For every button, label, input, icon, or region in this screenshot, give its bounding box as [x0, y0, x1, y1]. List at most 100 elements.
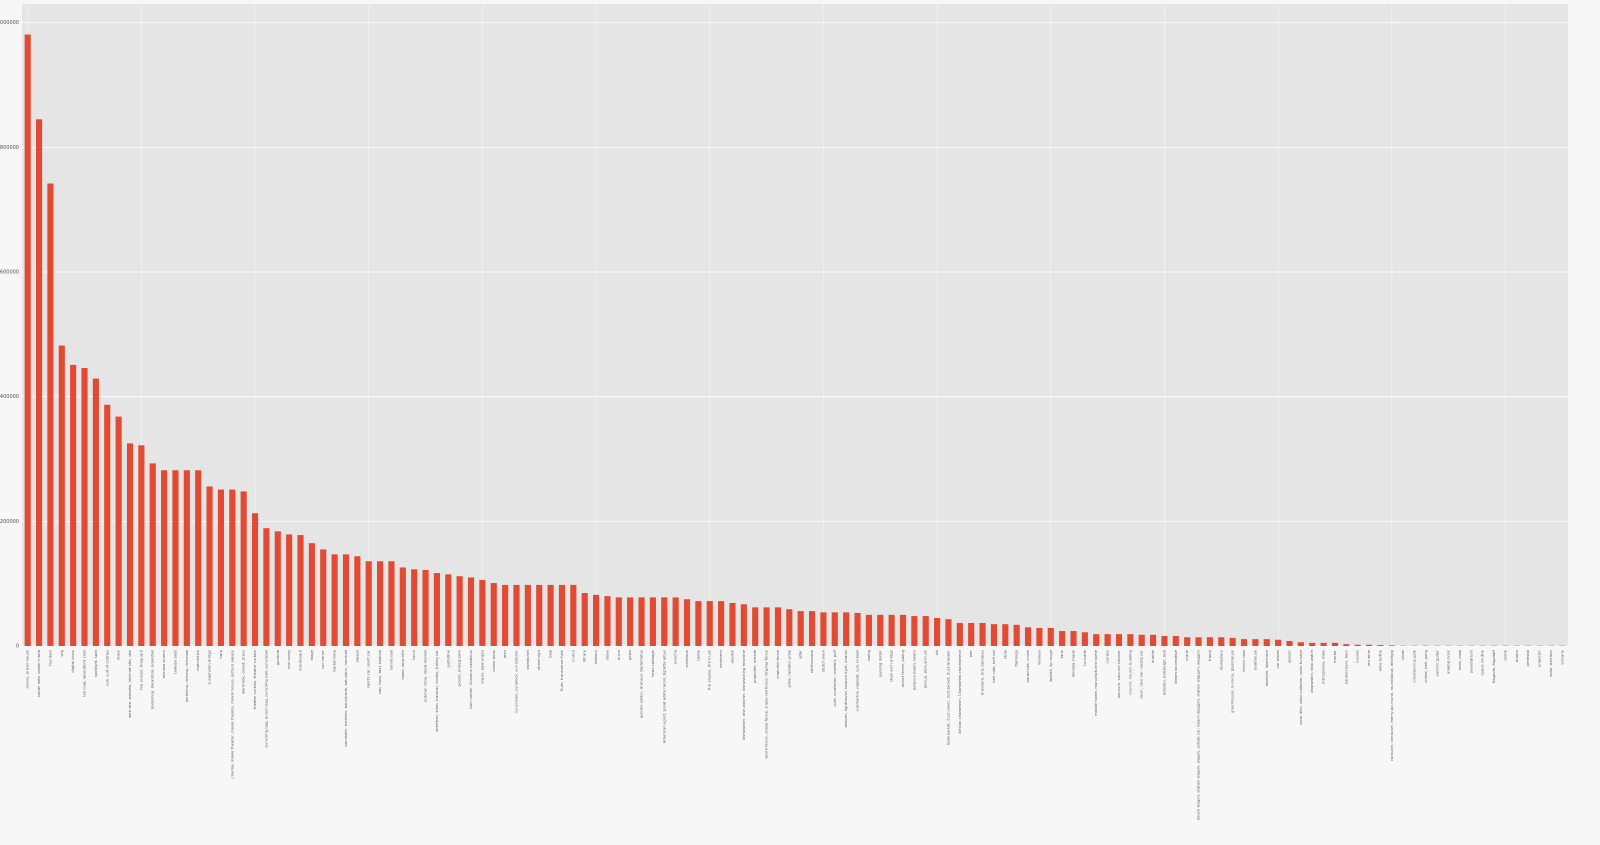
bar: [718, 601, 725, 646]
x-tick-label: maze, labyrinth: [400, 649, 405, 679]
x-tick-label: suit, suit of clothes: [104, 650, 109, 686]
x-tick-label: trench coat: [1241, 649, 1246, 671]
x-tick-label: library: [582, 649, 587, 662]
bar: [1115, 634, 1123, 646]
x-tick-label: hair spray: [286, 649, 291, 669]
x-tick-label: punching bag, punch bag, punching ball, …: [263, 650, 268, 747]
x-tick-label: bucket: [1355, 649, 1360, 662]
bar: [899, 614, 907, 646]
x-tick-label: sunscreen, sunblock, sun blocker: [513, 650, 518, 713]
bar: [865, 614, 872, 646]
bar: [161, 470, 168, 646]
x-tick-label: wardrobe, closet, press: [241, 650, 246, 694]
bar: [1286, 641, 1293, 646]
x-tick-label: stopwatch, stop watch: [1309, 649, 1314, 692]
bar: [513, 584, 520, 646]
x-tick-label: fire screen, fireguard: [138, 649, 143, 689]
bar: [922, 616, 929, 646]
x-tick-label: bobsled, bobsleigh, bob: [1161, 649, 1166, 695]
bar: [183, 470, 190, 646]
bar: [695, 601, 702, 646]
x-tick-label: worm fence, snake fence, snake-rail fenc…: [764, 649, 769, 758]
x-tick-label: sports car, sport car: [366, 650, 371, 689]
x-tick-label: stove: [604, 649, 609, 660]
y-tick-label: 800000: [0, 145, 19, 151]
bar: [1047, 627, 1054, 646]
x-tick-label: wig: [59, 649, 64, 656]
x-tick-label: book jacket, dust cover, dust jacket, du…: [945, 650, 950, 746]
x-tick-label: spider web, spider's web: [36, 649, 41, 697]
bar: [1138, 634, 1145, 646]
bar: [24, 34, 31, 646]
x-tick-label: matchstick: [195, 649, 200, 671]
x-tick-label: planetarium: [1468, 650, 1473, 673]
bar: [1172, 636, 1179, 646]
x-tick-label: flute, transverse flute: [559, 649, 564, 691]
x-tick-label: castle: [695, 649, 700, 661]
bar: [990, 624, 998, 646]
bar: [729, 602, 736, 646]
x-tick-label: chime, bell, gong: [1423, 649, 1428, 682]
bar: [911, 616, 918, 646]
x-tick-label: flagpole, flagstaff: [1491, 650, 1496, 684]
bar: [1331, 642, 1339, 646]
bar: [570, 584, 577, 646]
x-tick-label: drum: [616, 650, 621, 660]
x-tick-label: stethoscope: [809, 649, 814, 673]
x-tick-label: barbershop: [332, 649, 337, 671]
x-tick-label: carousel, carrousel, merry-go-round, rou…: [1389, 649, 1394, 761]
bar: [92, 378, 99, 646]
x-tick-label: ski: [934, 650, 939, 655]
bar: [229, 489, 236, 646]
x-tick-label: broom: [1514, 650, 1519, 663]
x-tick-label: vestment: [718, 649, 723, 667]
x-tick-label: quilt, comforter, comfort, puff: [832, 650, 837, 707]
bar: [81, 368, 88, 646]
bar: [1309, 642, 1316, 646]
x-tick-label: bow: [548, 650, 553, 658]
x-tick-label: grille, radiator grille: [786, 649, 791, 687]
x-tick-label: turnstile: [1082, 649, 1087, 665]
x-tick-label: fountain: [47, 649, 52, 665]
x-tick-label: window shade: [1071, 649, 1076, 677]
x-tick-label: bannister, banister, balustrade, baluste…: [343, 650, 348, 747]
x-tick-label: altar: [798, 650, 803, 659]
bar: [638, 597, 645, 646]
x-tick-label: tripod: [1207, 649, 1212, 661]
x-tick-label: boathouse: [1252, 649, 1257, 670]
bar: [377, 561, 384, 646]
x-tick-label: monastery: [1218, 649, 1223, 670]
x-tick-label: dome: [1502, 649, 1507, 660]
bar: [320, 549, 327, 646]
bar: [1013, 624, 1020, 646]
x-tick-label: church, church building: [1127, 649, 1132, 694]
bar: [58, 345, 65, 646]
bar: [1081, 632, 1088, 646]
bar: [490, 583, 497, 646]
bar: [308, 543, 315, 646]
bar: [331, 554, 338, 646]
bar: [297, 535, 304, 646]
x-tick-label: tank: [1059, 649, 1064, 658]
bar: [683, 599, 691, 646]
bar: [251, 513, 259, 646]
x-tick-label: dishwasher, dish washer, dishwashing mac…: [741, 649, 746, 740]
bar: [877, 614, 884, 646]
x-tick-label: gown: [627, 649, 632, 660]
bar: [1388, 645, 1395, 646]
x-tick-label: racer, race car, racing car: [1139, 650, 1144, 700]
bar: [456, 576, 463, 646]
bar: [1161, 636, 1168, 646]
x-tick-label: theater curtain, theatre curtain: [252, 649, 257, 709]
bar: [934, 617, 941, 646]
x-tick-label: greenhouse, nursery, glasshouse: [1230, 649, 1235, 713]
bar: [399, 567, 406, 646]
x-tick-label: gondola: [275, 650, 280, 665]
bar: [592, 594, 600, 646]
bar: [945, 619, 952, 646]
x-tick-label: prison, prison house: [25, 649, 30, 688]
bar: [467, 577, 475, 646]
bar: [1263, 639, 1270, 646]
bar: [1252, 639, 1259, 646]
